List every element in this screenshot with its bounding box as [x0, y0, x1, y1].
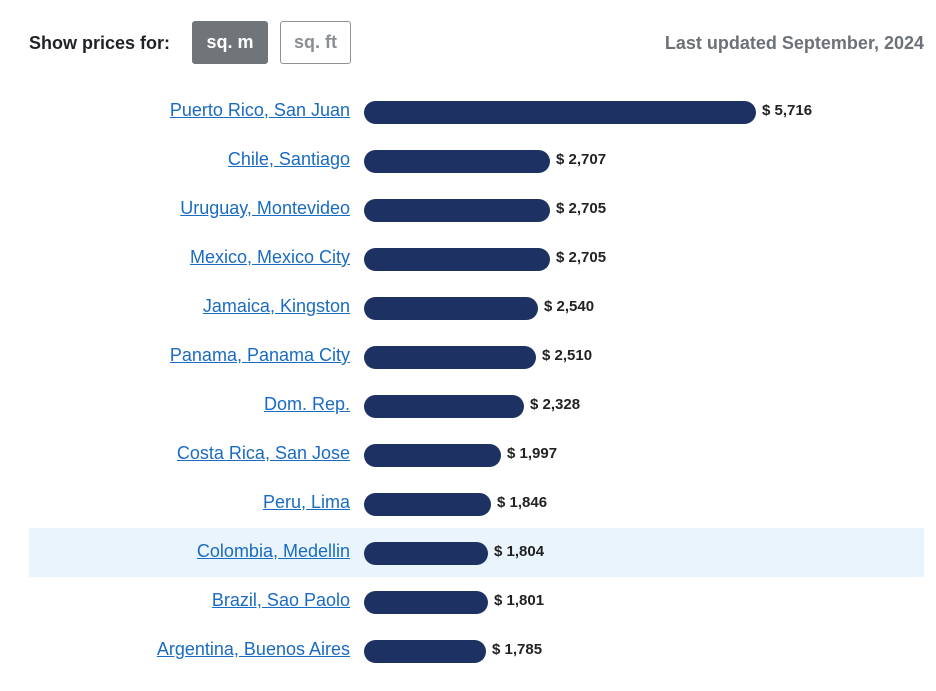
category-link[interactable]: Argentina, Buenos Aires [156, 639, 350, 659]
price-value-label: $ 2,510 [542, 347, 593, 364]
unit-sqft-button[interactable]: sq. ft [280, 21, 351, 64]
category-link[interactable]: Uruguay, Montevideo [180, 198, 350, 218]
price-bar [364, 248, 550, 271]
price-bar [364, 591, 488, 614]
controls-bar: Show prices for: sq. m sq. ft Last updat… [29, 21, 924, 64]
price-value-label: $ 1,846 [497, 494, 548, 511]
chart-row: Chile, Santiago $ 2,707 [29, 136, 924, 185]
chart-row: Jamaica, Kingston $ 2,540 [29, 283, 924, 332]
price-value-label: $ 1,801 [494, 592, 545, 609]
price-bar [364, 493, 491, 516]
chart-row: Panama, Panama City $ 2,510 [29, 332, 924, 381]
chart-row: Peru, Lima $ 1,846 [29, 479, 924, 528]
price-value-label: $ 2,707 [556, 151, 607, 168]
price-bar [364, 542, 488, 565]
chart-row: Uruguay, Montevideo $ 2,705 [29, 185, 924, 234]
category-link[interactable]: Mexico, Mexico City [189, 247, 350, 267]
price-bar [364, 199, 550, 222]
price-value-label: $ 2,540 [544, 298, 595, 315]
chart-row: Mexico, Mexico City $ 2,705 [29, 234, 924, 283]
price-bar [364, 640, 486, 663]
category-link[interactable]: Puerto Rico, San Juan [169, 100, 350, 120]
category-link[interactable]: Costa Rica, San Jose [176, 443, 350, 463]
price-value-label: $ 5,716 [762, 102, 813, 119]
price-bar [364, 346, 536, 369]
category-link[interactable]: Dom. Rep. [263, 394, 350, 414]
chart-row: Puerto Rico, San Juan $ 5,716 [29, 87, 924, 136]
last-updated-text: Last updated September, 2024 [664, 33, 924, 53]
price-bar [364, 395, 524, 418]
price-value-label: $ 1,804 [494, 543, 545, 560]
chart-row: Dom. Rep. $ 2,328 [29, 381, 924, 430]
price-bar [364, 101, 756, 124]
price-value-label: $ 2,705 [556, 200, 607, 217]
price-bar [364, 444, 501, 467]
unit-sqm-button[interactable]: sq. m [192, 21, 268, 64]
price-bar [364, 150, 550, 173]
chart-row: Costa Rica, San Jose $ 1,997 [29, 430, 924, 479]
price-value-label: $ 2,705 [556, 249, 607, 266]
chart-row: Argentina, Buenos Aires $ 1,785 [29, 626, 924, 675]
category-link[interactable]: Brazil, Sao Paolo [211, 590, 350, 610]
price-value-label: $ 1,785 [492, 641, 543, 658]
category-link[interactable]: Chile, Santiago [227, 149, 350, 169]
chart-row: Colombia, Medellin $ 1,804 [29, 528, 924, 577]
price-bar-chart: Puerto Rico, San Juan $ 5,716 Chile, Santi… [29, 87, 924, 675]
category-link[interactable]: Panama, Panama City [169, 345, 350, 365]
show-prices-label: Show prices for: [29, 33, 171, 53]
price-value-label: $ 2,328 [530, 396, 581, 413]
chart-row: Brazil, Sao Paolo $ 1,801 [29, 577, 924, 626]
price-bar [364, 297, 538, 320]
category-link[interactable]: Peru, Lima [262, 492, 350, 512]
price-value-label: $ 1,997 [507, 445, 558, 462]
category-link[interactable]: Jamaica, Kingston [202, 296, 350, 316]
category-link[interactable]: Colombia, Medellin [196, 541, 350, 561]
